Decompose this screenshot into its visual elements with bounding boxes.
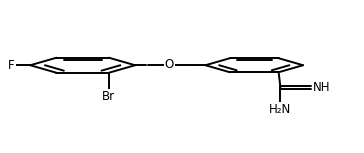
- Text: H₂N: H₂N: [269, 103, 292, 116]
- Text: Br: Br: [102, 90, 115, 103]
- Text: O: O: [165, 58, 174, 71]
- Text: NH: NH: [313, 81, 331, 94]
- Text: F: F: [8, 59, 15, 72]
